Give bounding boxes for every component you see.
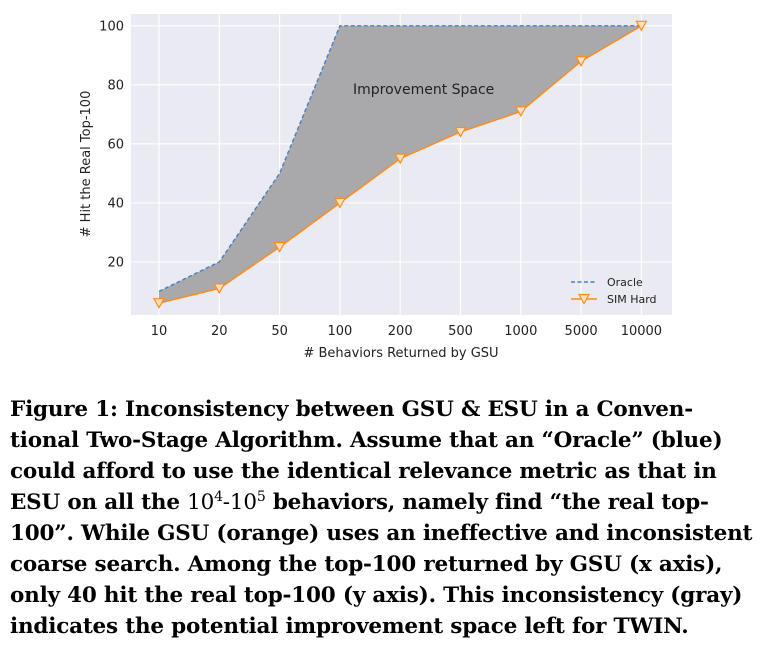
chart: 10 20 50 100 200 500 1000 5000 10000 20 40 60 80 100… — [79, 14, 672, 361]
y-axis-label: # Hit the Real Top-100 — [79, 91, 94, 238]
legend-sim-hard-label: SIM Hard — [607, 293, 657, 306]
x-tick-label: 10 — [151, 324, 168, 339]
sim-hard-point — [514, 106, 527, 118]
x-tick-label: 5000 — [565, 324, 598, 339]
caption-text-part-1: Figure 1: Inconsistency between GSU & ES… — [10, 397, 723, 515]
sim-hard-point — [454, 126, 467, 138]
y-tick-label: 60 — [107, 137, 124, 152]
x-tick-label: 500 — [448, 324, 473, 339]
legend-oracle-label: Oracle — [607, 276, 643, 289]
x-tick-label: 200 — [388, 324, 413, 339]
caption-math-base-2: 10 — [229, 490, 257, 515]
caption-text-part-2: behaviors, namely find “the real top-100… — [10, 490, 753, 639]
y-tick-label: 80 — [107, 78, 124, 93]
sim-hard-point — [394, 153, 407, 165]
legend: Oracle SIM Hard — [571, 276, 657, 306]
x-tick-label: 100 — [327, 324, 352, 339]
y-tick-label: 20 — [107, 255, 124, 270]
x-axis-label: # Behaviors Returned by GSU — [303, 346, 498, 361]
caption-math-exp-2: 5 — [256, 488, 266, 505]
x-tick-label: 20 — [211, 324, 228, 339]
caption-math-base-1: 10 — [187, 490, 215, 515]
legend-sim-hard-marker — [577, 293, 591, 305]
improvement-space-annotation: Improvement Space — [353, 82, 494, 98]
x-tick-label: 50 — [271, 324, 288, 339]
y-tick-labels: 20 40 60 80 100 — [99, 19, 124, 270]
caption-math-sep: - — [222, 490, 230, 515]
x-tick-label: 1000 — [504, 324, 537, 339]
sim-hard-point — [333, 197, 346, 209]
sim-hard-point — [273, 242, 286, 253]
sim-hard-point — [152, 298, 166, 309]
sim-hard-point — [635, 20, 648, 32]
y-tick-label: 100 — [99, 19, 124, 34]
improvement-space-area — [159, 25, 642, 304]
figure-caption: Figure 1: Inconsistency between GSU & ES… — [10, 394, 758, 642]
sim-hard-point — [575, 56, 588, 67]
y-tick-label: 40 — [107, 196, 124, 211]
sim-hard-point — [213, 283, 226, 295]
sim-hard-markers — [152, 20, 648, 309]
x-tick-labels: 10 20 50 100 200 500 1000 5000 10000 — [151, 324, 662, 339]
x-tick-label: 10000 — [621, 324, 662, 339]
caption-math-exp-1: 4 — [214, 488, 223, 505]
oracle-series-line — [158, 25, 642, 293]
